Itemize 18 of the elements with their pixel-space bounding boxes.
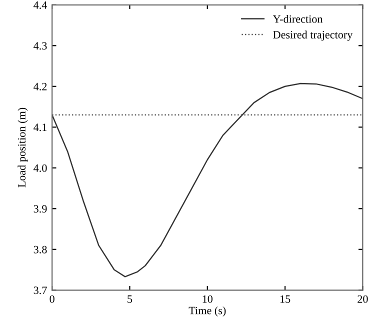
y-tick-label: 4.2 [34, 82, 47, 90]
y-tick-label: 4.1 [34, 124, 47, 132]
x-tick-label: 20 [358, 295, 368, 303]
y-tick-label: 4.3 [34, 42, 47, 50]
y-tick-label: 4.4 [34, 1, 48, 9]
x-tick-label: 15 [280, 295, 290, 303]
y-tick-label: 3.9 [34, 205, 47, 213]
line-series [52, 82, 363, 278]
legend-label: Desired trajectory [273, 30, 353, 41]
x-tick-label: 5 [128, 295, 132, 303]
y-tick-label: 3.8 [34, 246, 47, 254]
x-tick-label: 0 [50, 295, 54, 303]
y-axis-title: Load position (m) [18, 108, 28, 188]
x-tick-label: 10 [202, 295, 213, 303]
legend-label: Y-direction [272, 14, 323, 23]
y-tick-label: 3.7 [34, 286, 47, 294]
x-axis-title: Time (s) [188, 306, 226, 317]
y-tick-label: 4.0 [34, 164, 47, 172]
